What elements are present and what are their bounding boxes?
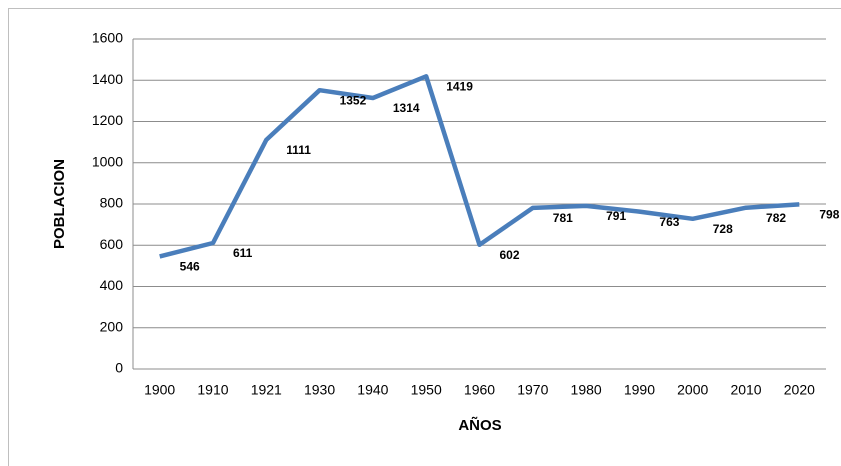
x-tick-label: 1960 [464, 382, 495, 398]
y-axis-title: POBLACION [51, 159, 68, 249]
x-tick-label: 2020 [784, 382, 815, 398]
data-label: 1314 [393, 101, 420, 115]
data-label: 546 [180, 260, 200, 274]
x-tick-label: 1900 [144, 382, 175, 398]
data-label: 798 [819, 208, 839, 222]
x-tick-label: 1990 [624, 382, 655, 398]
x-tick-label: 1910 [197, 382, 228, 398]
y-tick-label: 800 [100, 195, 124, 211]
data-label: 763 [659, 215, 679, 229]
data-label: 1111 [286, 143, 311, 157]
chart-border [8, 8, 841, 466]
data-label: 728 [713, 222, 733, 236]
x-tick-label: 1950 [411, 382, 442, 398]
y-tick-label: 0 [115, 360, 123, 376]
data-label: 782 [766, 211, 786, 225]
data-label: 791 [606, 209, 626, 223]
data-label: 781 [553, 211, 573, 225]
x-axis-title: AÑOS [458, 416, 501, 434]
y-tick-label: 1400 [92, 71, 123, 87]
data-label: 602 [500, 248, 520, 262]
y-tick-label: 400 [100, 277, 124, 293]
y-tick-label: 1600 [92, 30, 123, 46]
data-line [159, 74, 800, 259]
y-tick-label: 1200 [92, 112, 123, 128]
data-label: 611 [233, 246, 253, 260]
x-tick-label: 1940 [357, 382, 388, 398]
y-tick-label: 1000 [92, 153, 123, 169]
x-tick-label: 1970 [517, 382, 548, 398]
x-tick-label: 1930 [304, 382, 335, 398]
x-tick-label: 1921 [251, 382, 282, 398]
data-label: 1419 [446, 80, 473, 94]
x-tick-label: 2000 [677, 382, 708, 398]
y-tick-label: 200 [100, 318, 124, 334]
x-tick-label: 1980 [571, 382, 602, 398]
data-label: 1352 [340, 93, 367, 107]
y-tick-label: 600 [100, 236, 124, 252]
x-tick-label: 2010 [730, 382, 761, 398]
